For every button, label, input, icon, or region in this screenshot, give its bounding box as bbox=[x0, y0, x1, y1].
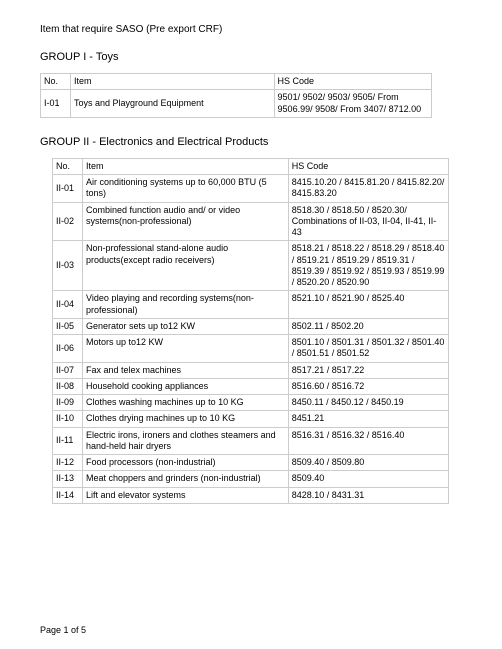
cell-hs: 8518.21 / 8518.22 / 8518.29 / 8518.40 / … bbox=[288, 241, 448, 291]
group1-heading: GROUP I - Toys bbox=[40, 51, 462, 63]
cell-item: Household cooking appliances bbox=[83, 378, 289, 394]
col-header-hs: HS Code bbox=[288, 158, 448, 174]
cell-hs: 8502.11 / 8502.20 bbox=[288, 318, 448, 334]
cell-no: II-12 bbox=[53, 455, 83, 471]
group1-table: No. Item HS Code I-01 Toys and Playgroun… bbox=[40, 73, 432, 118]
cell-hs: 8517.21 / 8517.22 bbox=[288, 362, 448, 378]
cell-hs: 8501.10 / 8501.31 / 8501.32 / 8501.40 / … bbox=[288, 335, 448, 363]
cell-item: Clothes drying machines up to 10 KG bbox=[83, 411, 289, 427]
document-title: Item that require SASO (Pre export CRF) bbox=[40, 24, 462, 35]
cell-hs: 8516.31 / 8516.32 / 8516.40 bbox=[288, 427, 448, 455]
cell-hs: 8516.60 / 8516.72 bbox=[288, 378, 448, 394]
table-row: II-05Generator sets up to12 KW8502.11 / … bbox=[53, 318, 449, 334]
cell-no: II-13 bbox=[53, 471, 83, 487]
cell-no: II-14 bbox=[53, 487, 83, 503]
table-row: II-08Household cooking appliances8516.60… bbox=[53, 378, 449, 394]
cell-no: II-03 bbox=[53, 241, 83, 291]
table-row: II-12Food processors (non-industrial)850… bbox=[53, 455, 449, 471]
table-row: II-11Electric irons, ironers and clothes… bbox=[53, 427, 449, 455]
col-header-item: Item bbox=[71, 74, 275, 90]
cell-no: II-02 bbox=[53, 202, 83, 241]
table-row: II-09Clothes washing machines up to 10 K… bbox=[53, 395, 449, 411]
cell-item: Combined function audio and/ or video sy… bbox=[83, 202, 289, 241]
cell-hs: 8415.10.20 / 8415.81.20 / 8415.82.20/ 84… bbox=[288, 175, 448, 203]
cell-item: Non-professional stand-alone audio produ… bbox=[83, 241, 289, 291]
cell-no: II-10 bbox=[53, 411, 83, 427]
table-row: II-06Motors up to12 KW8501.10 / 8501.31 … bbox=[53, 335, 449, 363]
cell-no: II-06 bbox=[53, 335, 83, 363]
cell-hs: 8518.30 / 8518.50 / 8520.30/ Combination… bbox=[288, 202, 448, 241]
cell-item: Fax and telex machines bbox=[83, 362, 289, 378]
col-header-no: No. bbox=[41, 74, 71, 90]
cell-no: II-11 bbox=[53, 427, 83, 455]
cell-hs: 8509.40 bbox=[288, 471, 448, 487]
cell-no: II-07 bbox=[53, 362, 83, 378]
table-row: I-01 Toys and Playground Equipment 9501/… bbox=[41, 90, 432, 118]
col-header-item: Item bbox=[83, 158, 289, 174]
cell-item: Electric irons, ironers and clothes stea… bbox=[83, 427, 289, 455]
cell-item: Toys and Playground Equipment bbox=[71, 90, 275, 118]
cell-item: Generator sets up to12 KW bbox=[83, 318, 289, 334]
table-row: II-13Meat choppers and grinders (non-ind… bbox=[53, 471, 449, 487]
cell-hs: 8428.10 / 8431.31 bbox=[288, 487, 448, 503]
table-row: II-14Lift and elevator systems8428.10 / … bbox=[53, 487, 449, 503]
cell-no: I-01 bbox=[41, 90, 71, 118]
cell-no: II-09 bbox=[53, 395, 83, 411]
cell-item: Food processors (non-industrial) bbox=[83, 455, 289, 471]
page-footer: Page 1 of 5 bbox=[40, 625, 86, 635]
table-row: II-10Clothes drying machines up to 10 KG… bbox=[53, 411, 449, 427]
cell-item: Video playing and recording systems(non-… bbox=[83, 291, 289, 319]
col-header-hs: HS Code bbox=[274, 74, 432, 90]
cell-no: II-08 bbox=[53, 378, 83, 394]
group2-table: No. Item HS Code II-01Air conditioning s… bbox=[52, 158, 449, 504]
cell-no: II-01 bbox=[53, 175, 83, 203]
cell-hs: 8450.11 / 8450.12 / 8450.19 bbox=[288, 395, 448, 411]
cell-hs: 8451.21 bbox=[288, 411, 448, 427]
group2-heading: GROUP II - Electronics and Electrical Pr… bbox=[40, 136, 462, 148]
cell-hs: 9501/ 9502/ 9503/ 9505/ From 9506.99/ 95… bbox=[274, 90, 432, 118]
cell-item: Motors up to12 KW bbox=[83, 335, 289, 363]
table-header-row: No. Item HS Code bbox=[41, 74, 432, 90]
cell-item: Air conditioning systems up to 60,000 BT… bbox=[83, 175, 289, 203]
cell-item: Meat choppers and grinders (non-industri… bbox=[83, 471, 289, 487]
cell-hs: 8509.40 / 8509.80 bbox=[288, 455, 448, 471]
cell-item: Clothes washing machines up to 10 KG bbox=[83, 395, 289, 411]
table-row: II-02Combined function audio and/ or vid… bbox=[53, 202, 449, 241]
cell-hs: 8521.10 / 8521.90 / 8525.40 bbox=[288, 291, 448, 319]
table-row: II-03Non-professional stand-alone audio … bbox=[53, 241, 449, 291]
cell-no: II-04 bbox=[53, 291, 83, 319]
table-row: II-07Fax and telex machines8517.21 / 851… bbox=[53, 362, 449, 378]
cell-item: Lift and elevator systems bbox=[83, 487, 289, 503]
table-row: II-04Video playing and recording systems… bbox=[53, 291, 449, 319]
table-row: II-01Air conditioning systems up to 60,0… bbox=[53, 175, 449, 203]
col-header-no: No. bbox=[53, 158, 83, 174]
table-header-row: No. Item HS Code bbox=[53, 158, 449, 174]
cell-no: II-05 bbox=[53, 318, 83, 334]
